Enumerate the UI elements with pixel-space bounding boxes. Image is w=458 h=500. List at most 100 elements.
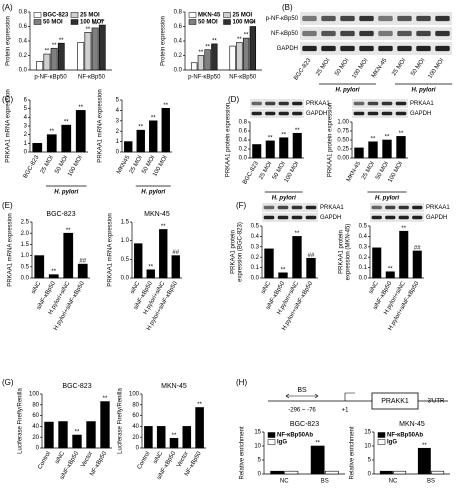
y-tick-label: 5 [368,458,372,464]
x-tick-label: siNC [368,280,380,295]
blot-band [395,111,407,116]
gene-box [371,392,419,410]
bar [195,407,204,449]
blot-band [251,111,262,116]
significance: ** [75,430,80,436]
blot-band [353,101,365,106]
diagram: BS -296 ~ -76 +1 PRAKK1 3'UTR [268,387,448,414]
legend-label: MKN-45 [198,13,221,19]
y-tick-label: 0.8 [19,10,28,16]
y-tick-label: 0 [368,472,372,478]
panel-label: (G) [2,378,14,387]
blot-band [397,45,412,52]
y-tick-label: 1.0 [121,238,130,244]
x-tick-label: MKN-45 [346,160,363,183]
bar [190,62,198,71]
blot-lane-label: 100 MOI [427,57,445,80]
bar [292,132,302,159]
bar [50,47,58,71]
y-tick-label: 0.8 [239,120,248,126]
chart-title: MKN-45 [144,211,170,218]
blot-row-label: p-NF-κBp50 [266,16,299,22]
bar [417,447,431,475]
legend-swatch [188,19,197,25]
x-tick-label: BS [427,479,435,485]
blot-row-label: NF-κBp50 [271,31,299,37]
significance: ** [212,38,217,44]
y-tick-label: 0.5 [21,264,30,270]
y-tick-label: 0.5 [359,224,368,230]
blot-band [263,215,275,220]
panel-label: (D) [228,95,239,104]
significance: ** [100,20,105,26]
significance: ** [138,125,143,131]
blot-row-label: PRKAA1 [306,101,330,107]
blot-row-label: GAPDH [410,111,431,117]
y-tick-label: 3 [116,118,120,124]
bar [399,230,409,279]
x-tick-label: siNC [130,280,142,295]
y-tick-label: 0.00 [337,156,349,162]
bar [57,42,65,71]
significance: ** [295,231,300,237]
bar [182,426,192,449]
bar [61,124,72,153]
x-tick-label: Control [37,451,52,471]
blot-lane-label: 25 MOI [315,57,331,77]
y-tick-label: 2.0 [21,231,30,237]
significance: ** [197,402,202,408]
y-tick-label: 10 [254,444,261,450]
bar [306,257,316,279]
y-tick-label: 0.4 [251,234,260,240]
y-axis-label: Protein expression [6,16,12,66]
bar [124,141,133,153]
y-tick-label: 100 [129,392,140,398]
blot-band [263,205,275,210]
blot-row-label: GAPDH [320,215,341,221]
y-tick-label: 6 [24,98,28,104]
group-label: H. pylori [141,190,165,196]
bar [136,129,145,153]
group-label: H. pylori [335,88,359,94]
x-tick-label: siNC [31,280,43,295]
y-tick-label: 1 [116,139,120,145]
group-label: H. pylori [375,196,399,202]
blot-row-label: PRKAA1 [426,205,450,211]
blot-band [385,215,396,220]
bar [72,434,82,449]
bar [324,470,339,475]
blot-band [435,15,450,22]
bar [75,110,86,153]
bar [156,426,166,449]
bar [86,421,96,449]
bar [63,232,74,279]
blot-bg [250,109,304,118]
significance: ** [268,135,273,141]
bar [252,144,262,159]
significance: ## [308,253,315,259]
y-tick-label: 0.75 [337,129,349,135]
blot-band [291,205,303,210]
legend-swatch [188,12,197,18]
bar [144,426,153,449]
blot-band [340,45,355,52]
bar [265,140,275,159]
bar [98,24,106,71]
bar [43,53,51,71]
significance: ** [103,396,108,402]
bar [204,49,211,71]
significance: ** [399,131,404,137]
blot-band [416,30,431,37]
x-tick-label: BGC-823 [242,160,260,185]
y-axis-label: PRKAA1 protein [231,230,237,274]
y-tick-label: 0.5 [121,257,130,263]
blot-band [381,101,393,106]
legend-label: BGC-823 [43,13,69,19]
bar [284,470,299,475]
legend-label: 50 MOI [43,20,63,26]
bar [171,255,180,279]
y-tick-label: 0.6 [174,24,183,30]
y-tick-label: 0.2 [239,147,248,153]
blot-band [397,15,412,22]
bar [48,274,59,279]
